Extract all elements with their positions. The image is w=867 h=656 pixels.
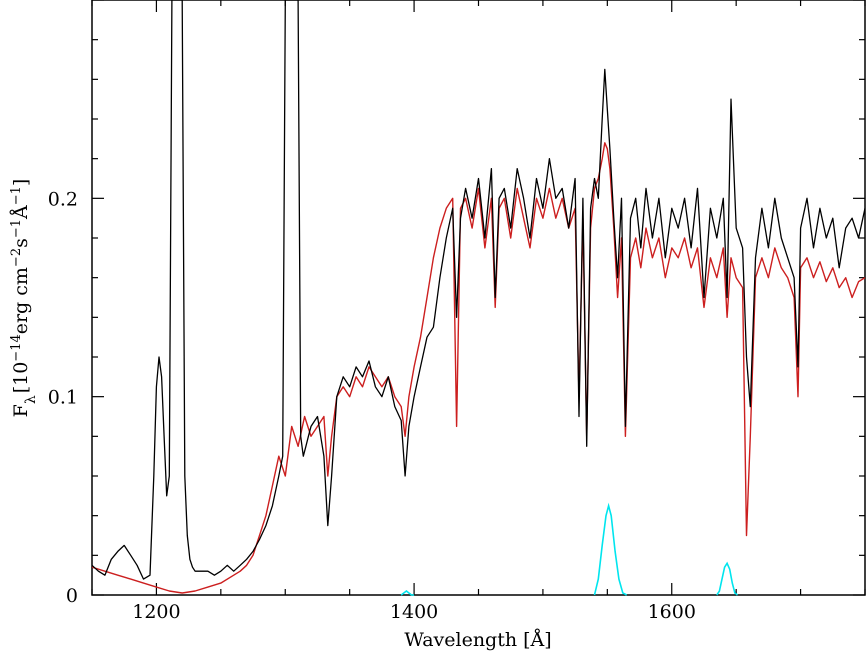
y-label-sub: λ	[23, 395, 39, 404]
y-tick-label: 0.1	[48, 387, 78, 409]
x-tick-label: 1600	[648, 601, 696, 623]
x-axis-label: Wavelength [Å]	[404, 629, 551, 651]
y-label-exp4: −1	[9, 186, 24, 205]
y-label-open: [10	[10, 362, 32, 394]
x-tick-labels: 1200 1400 1600	[132, 601, 696, 623]
series-group	[92, 0, 865, 596]
y-label-close: ]	[10, 179, 32, 186]
series-line-model	[92, 142, 865, 594]
x-tick-label: 1200	[132, 601, 180, 623]
y-label-mid3: Å	[10, 205, 32, 220]
y-tick-label: 0.2	[48, 188, 78, 210]
y-label-exp3: −1	[9, 219, 24, 238]
y-label-symbol: F	[10, 404, 32, 417]
plot-frame	[91, 0, 866, 596]
y-tick-labels: 0 0.1 0.2	[48, 188, 78, 607]
y-label-mid2: s	[10, 238, 32, 248]
y-axis-label: Fλ[10−14erg cm−2s−1Å−1]	[9, 179, 40, 418]
y-tick-label: 0	[66, 585, 78, 607]
series-line-lines-2	[593, 502, 628, 596]
y-label-mid1: erg cm	[10, 267, 32, 334]
series-line-observed	[92, 0, 865, 580]
x-tick-label: 1400	[390, 601, 438, 623]
axis-ticks	[91, 0, 866, 596]
series-line-lines-3	[716, 561, 738, 596]
y-label-exp1: −14	[9, 334, 24, 361]
y-label-exp2: −2	[9, 248, 24, 267]
series-line-lines-1	[400, 589, 415, 596]
